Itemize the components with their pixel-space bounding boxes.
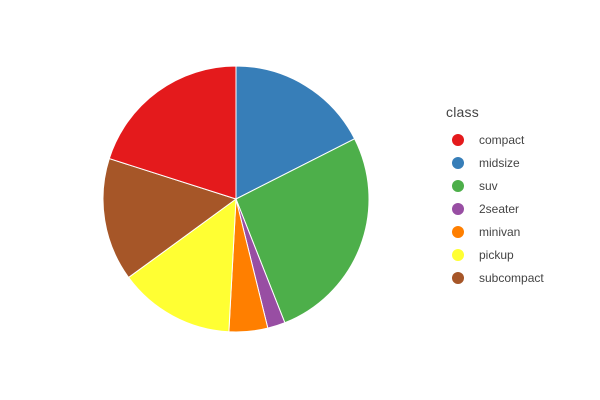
- legend-item-suv[interactable]: suv: [446, 174, 544, 197]
- legend-item-compact[interactable]: compact: [446, 128, 544, 151]
- legend-label-minivan: minivan: [479, 224, 521, 239]
- pie-slice-suv[interactable]: [235, 138, 370, 324]
- legend-label-pickup: pickup: [479, 247, 514, 262]
- legend-title: class: [446, 104, 479, 120]
- legend-swatch-compact: [452, 133, 464, 146]
- legend-item-subcompact[interactable]: subcompact: [446, 266, 544, 289]
- legend-swatch-pickup: [452, 248, 464, 261]
- legend-label-2seater: 2seater: [479, 201, 520, 216]
- legend-item-2seater[interactable]: 2seater: [446, 197, 544, 220]
- legend-swatch-2seater: [452, 202, 464, 215]
- legend: class compact midsize suv 2seater miniva…: [446, 104, 544, 289]
- pie-slice-pickup[interactable]: [127, 197, 237, 333]
- legend-label-midsize: midsize: [479, 155, 520, 170]
- legend-swatch-midsize: [452, 156, 464, 169]
- legend-swatch-minivan: [452, 225, 464, 238]
- legend-item-minivan[interactable]: minivan: [446, 220, 544, 243]
- legend-items: compact midsize suv 2seater minivan pick…: [446, 128, 544, 289]
- legend-item-pickup[interactable]: pickup: [446, 243, 544, 266]
- legend-label-compact: compact: [479, 132, 525, 147]
- legend-swatch-suv: [452, 179, 464, 192]
- pie-slice-subcompact[interactable]: [102, 157, 238, 279]
- pie-slices: [102, 65, 370, 333]
- pie-slice-compact[interactable]: [108, 65, 237, 200]
- legend-label-suv: suv: [479, 178, 498, 193]
- pie-slice-midsize[interactable]: [235, 65, 356, 200]
- legend-label-subcompact: subcompact: [479, 270, 544, 285]
- legend-item-midsize[interactable]: midsize: [446, 151, 544, 174]
- legend-swatch-subcompact: [452, 271, 464, 284]
